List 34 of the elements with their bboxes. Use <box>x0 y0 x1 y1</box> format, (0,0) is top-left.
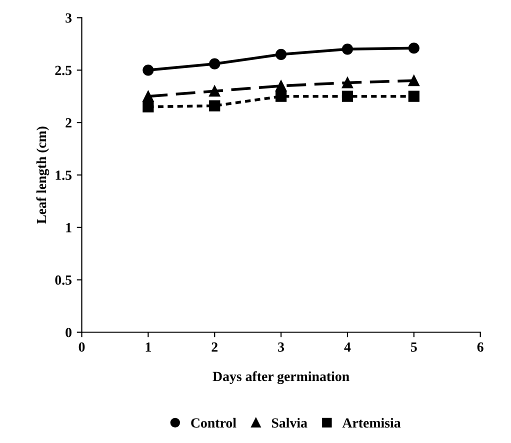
x-axis-title: Days after germination <box>212 371 350 384</box>
y-tick-label: 1.5 <box>56 170 72 180</box>
point <box>209 86 220 97</box>
point <box>342 77 354 88</box>
x-tick-label: 3 <box>278 342 284 352</box>
point <box>275 48 287 60</box>
y-tick-label: 0.5 <box>55 275 72 285</box>
point <box>342 90 354 102</box>
point <box>142 64 154 76</box>
point <box>209 100 220 112</box>
legend-label: Control <box>191 418 236 428</box>
y-tick-label: 2 <box>66 118 72 128</box>
y-tick-label: 0 <box>66 328 72 338</box>
x-tick-label: 0 <box>78 342 85 352</box>
y-tick-label: 1 <box>66 223 72 232</box>
x-tick-label: 6 <box>477 342 484 352</box>
point <box>209 58 220 70</box>
x-tick-label: 2 <box>212 342 218 352</box>
point <box>342 44 354 55</box>
legend-label: Artemisia <box>342 418 401 428</box>
y-tick-label: 3 <box>66 13 72 23</box>
point <box>142 101 154 112</box>
x-tick-label: 1 <box>146 342 151 352</box>
point <box>275 80 287 92</box>
x-tick-label: 4 <box>344 342 351 352</box>
legend-label: Salvia <box>272 418 308 428</box>
x-tick-label: 5 <box>410 342 417 352</box>
point <box>408 75 420 86</box>
point <box>408 42 420 54</box>
y-tick-label: 2.5 <box>55 66 72 76</box>
point <box>142 90 154 102</box>
point <box>408 90 420 102</box>
y-axis-title: Leaf length (cm) <box>36 126 50 224</box>
point <box>275 90 287 102</box>
